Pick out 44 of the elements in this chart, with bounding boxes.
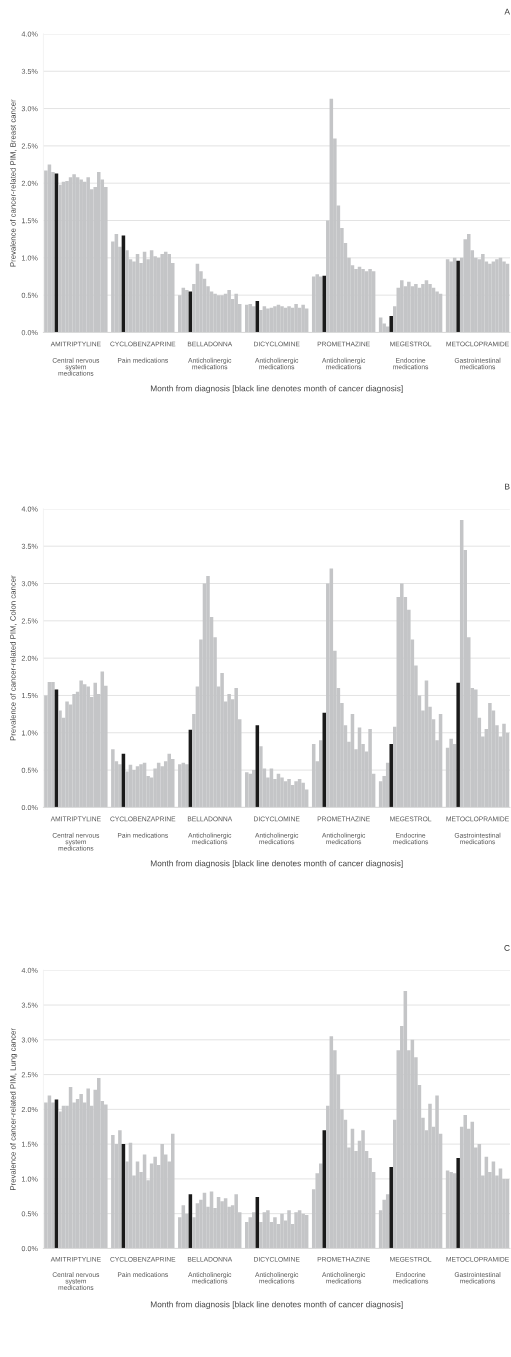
bar	[170, 1133, 175, 1249]
bar	[389, 743, 393, 808]
bar	[456, 682, 460, 808]
bar	[244, 304, 249, 333]
x-axis-title: Month from diagnosis [black line denotes month of cancer diagnosis]	[150, 1301, 403, 1309]
bar	[318, 276, 323, 333]
bar	[252, 1212, 256, 1249]
bar	[294, 1212, 298, 1249]
bar	[389, 316, 393, 333]
bar	[51, 682, 55, 808]
bar	[318, 740, 323, 808]
bar	[244, 772, 249, 808]
bar	[58, 184, 62, 333]
bar	[118, 764, 122, 808]
bar	[185, 289, 189, 333]
bar	[252, 770, 256, 808]
bar	[259, 310, 263, 333]
bar	[466, 233, 471, 333]
bar	[58, 710, 62, 808]
chart-title: B	[505, 483, 510, 490]
bar	[234, 1194, 238, 1249]
bar	[389, 1167, 393, 1249]
bar	[104, 1104, 108, 1249]
bar	[234, 688, 238, 808]
bar	[118, 1130, 122, 1249]
bar	[178, 764, 182, 808]
x-axis-title: Month from diagnosis [black line denotes month of cancer diagnosis]	[150, 860, 403, 868]
bar	[259, 746, 263, 808]
bar	[318, 1163, 323, 1249]
chart-title: C	[504, 944, 510, 951]
bar	[456, 1158, 460, 1249]
bar	[111, 1135, 115, 1249]
bar	[125, 250, 129, 333]
chart-title: A	[504, 8, 510, 15]
bar	[301, 782, 305, 808]
bar	[287, 1210, 291, 1249]
bar	[368, 729, 372, 808]
bar	[111, 749, 115, 808]
bar	[170, 758, 175, 808]
bar	[185, 764, 189, 808]
bar	[252, 306, 256, 333]
x-axis-title: Month from diagnosis [black line denotes month of cancer diagnosis]	[150, 385, 403, 394]
bar	[456, 260, 460, 333]
bar	[266, 1210, 270, 1249]
